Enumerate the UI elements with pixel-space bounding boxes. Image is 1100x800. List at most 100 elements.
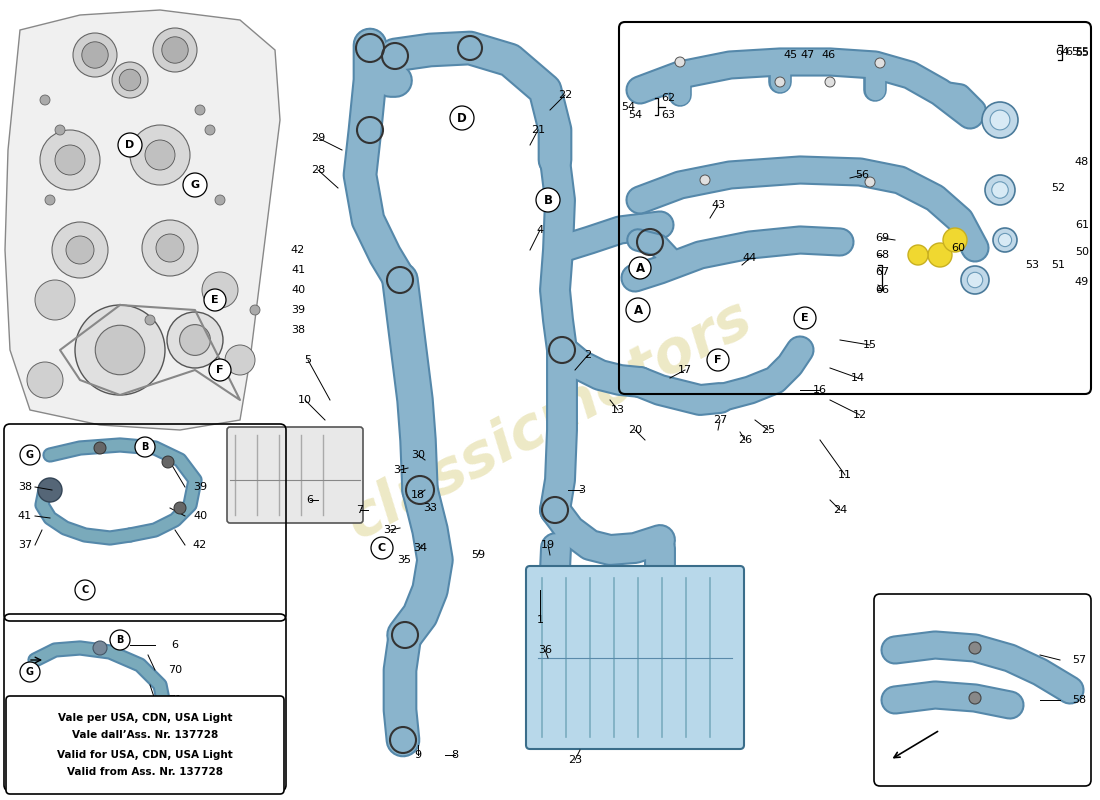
Text: Vale per USA, CDN, USA Light: Vale per USA, CDN, USA Light <box>57 713 232 723</box>
Text: 30: 30 <box>411 450 425 460</box>
FancyBboxPatch shape <box>6 696 284 794</box>
Circle shape <box>226 345 255 375</box>
Circle shape <box>118 133 142 157</box>
Circle shape <box>675 57 685 67</box>
Text: 9: 9 <box>415 750 421 760</box>
Circle shape <box>195 105 205 115</box>
Circle shape <box>993 228 1018 252</box>
Circle shape <box>961 266 989 294</box>
Circle shape <box>204 289 226 311</box>
Circle shape <box>20 445 40 465</box>
Text: 41: 41 <box>18 511 32 521</box>
Circle shape <box>119 70 141 90</box>
Text: 35: 35 <box>397 555 411 565</box>
Text: 36: 36 <box>538 645 552 655</box>
Text: 7: 7 <box>356 505 364 515</box>
Text: 39: 39 <box>192 482 207 492</box>
Text: 44: 44 <box>742 253 757 263</box>
Text: G: G <box>26 667 34 677</box>
Circle shape <box>40 95 49 105</box>
Text: 54: 54 <box>620 102 635 112</box>
Circle shape <box>142 220 198 276</box>
Text: 24: 24 <box>833 505 847 515</box>
Circle shape <box>135 437 155 457</box>
Text: 71: 71 <box>168 695 183 705</box>
Circle shape <box>908 245 928 265</box>
Text: 54: 54 <box>628 110 642 120</box>
FancyBboxPatch shape <box>526 566 744 749</box>
Circle shape <box>73 33 117 77</box>
Text: 69: 69 <box>874 233 889 243</box>
Text: 42: 42 <box>192 540 207 550</box>
Circle shape <box>969 642 981 654</box>
Text: 25: 25 <box>761 425 776 435</box>
Text: 53: 53 <box>1025 260 1040 270</box>
Text: G: G <box>26 450 34 460</box>
Text: Vale dall’Ass. Nr. 137728: Vale dall’Ass. Nr. 137728 <box>72 730 218 740</box>
Polygon shape <box>6 10 280 430</box>
Text: B: B <box>543 194 552 206</box>
Text: 38: 38 <box>18 482 32 492</box>
Text: 19: 19 <box>541 540 556 550</box>
Text: F: F <box>217 365 223 375</box>
Circle shape <box>214 195 225 205</box>
Circle shape <box>39 478 62 502</box>
Text: G: G <box>190 180 199 190</box>
Text: Valid from Ass. Nr. 137728: Valid from Ass. Nr. 137728 <box>67 767 223 777</box>
Circle shape <box>999 234 1012 246</box>
Circle shape <box>209 359 231 381</box>
Text: 59: 59 <box>471 550 485 560</box>
Text: 31: 31 <box>393 465 407 475</box>
Circle shape <box>626 298 650 322</box>
Text: 43: 43 <box>711 200 725 210</box>
Text: 40: 40 <box>290 285 305 295</box>
Text: 39: 39 <box>290 305 305 315</box>
Circle shape <box>45 195 55 205</box>
Text: 55: 55 <box>1075 48 1089 58</box>
Circle shape <box>250 305 260 315</box>
Text: 5: 5 <box>305 355 311 365</box>
Circle shape <box>145 140 175 170</box>
Text: 15: 15 <box>864 340 877 350</box>
Circle shape <box>629 257 651 279</box>
Circle shape <box>967 272 982 288</box>
Text: 11: 11 <box>838 470 853 480</box>
Text: B: B <box>141 442 149 452</box>
Circle shape <box>55 125 65 135</box>
Text: 45: 45 <box>783 50 798 60</box>
Circle shape <box>96 326 145 374</box>
Circle shape <box>40 130 100 190</box>
Circle shape <box>371 537 393 559</box>
Text: 2: 2 <box>584 350 592 360</box>
Text: 65: 65 <box>1065 47 1079 57</box>
Text: 22: 22 <box>558 90 572 100</box>
Circle shape <box>179 325 210 355</box>
Text: 38: 38 <box>290 325 305 335</box>
Circle shape <box>205 125 214 135</box>
Circle shape <box>969 692 981 704</box>
Text: 66: 66 <box>874 285 889 295</box>
Text: 3: 3 <box>579 485 585 495</box>
Text: 4: 4 <box>537 225 543 235</box>
Circle shape <box>110 630 130 650</box>
Text: 52: 52 <box>1050 183 1065 193</box>
Text: E: E <box>211 295 219 305</box>
Text: 48: 48 <box>1075 157 1089 167</box>
Circle shape <box>982 102 1018 138</box>
Text: 64: 64 <box>1055 47 1069 57</box>
Text: A: A <box>634 303 642 317</box>
Text: 20: 20 <box>628 425 642 435</box>
Text: 41: 41 <box>290 265 305 275</box>
Text: 34: 34 <box>412 543 427 553</box>
Circle shape <box>984 175 1015 205</box>
Circle shape <box>130 125 190 185</box>
Text: 50: 50 <box>1075 247 1089 257</box>
Text: 61: 61 <box>1075 220 1089 230</box>
Text: 1: 1 <box>537 615 543 625</box>
Text: 47: 47 <box>801 50 815 60</box>
Circle shape <box>167 312 223 368</box>
Text: 68: 68 <box>874 250 889 260</box>
Text: 16: 16 <box>813 385 827 395</box>
Text: 28: 28 <box>311 165 326 175</box>
Text: 29: 29 <box>311 133 326 143</box>
